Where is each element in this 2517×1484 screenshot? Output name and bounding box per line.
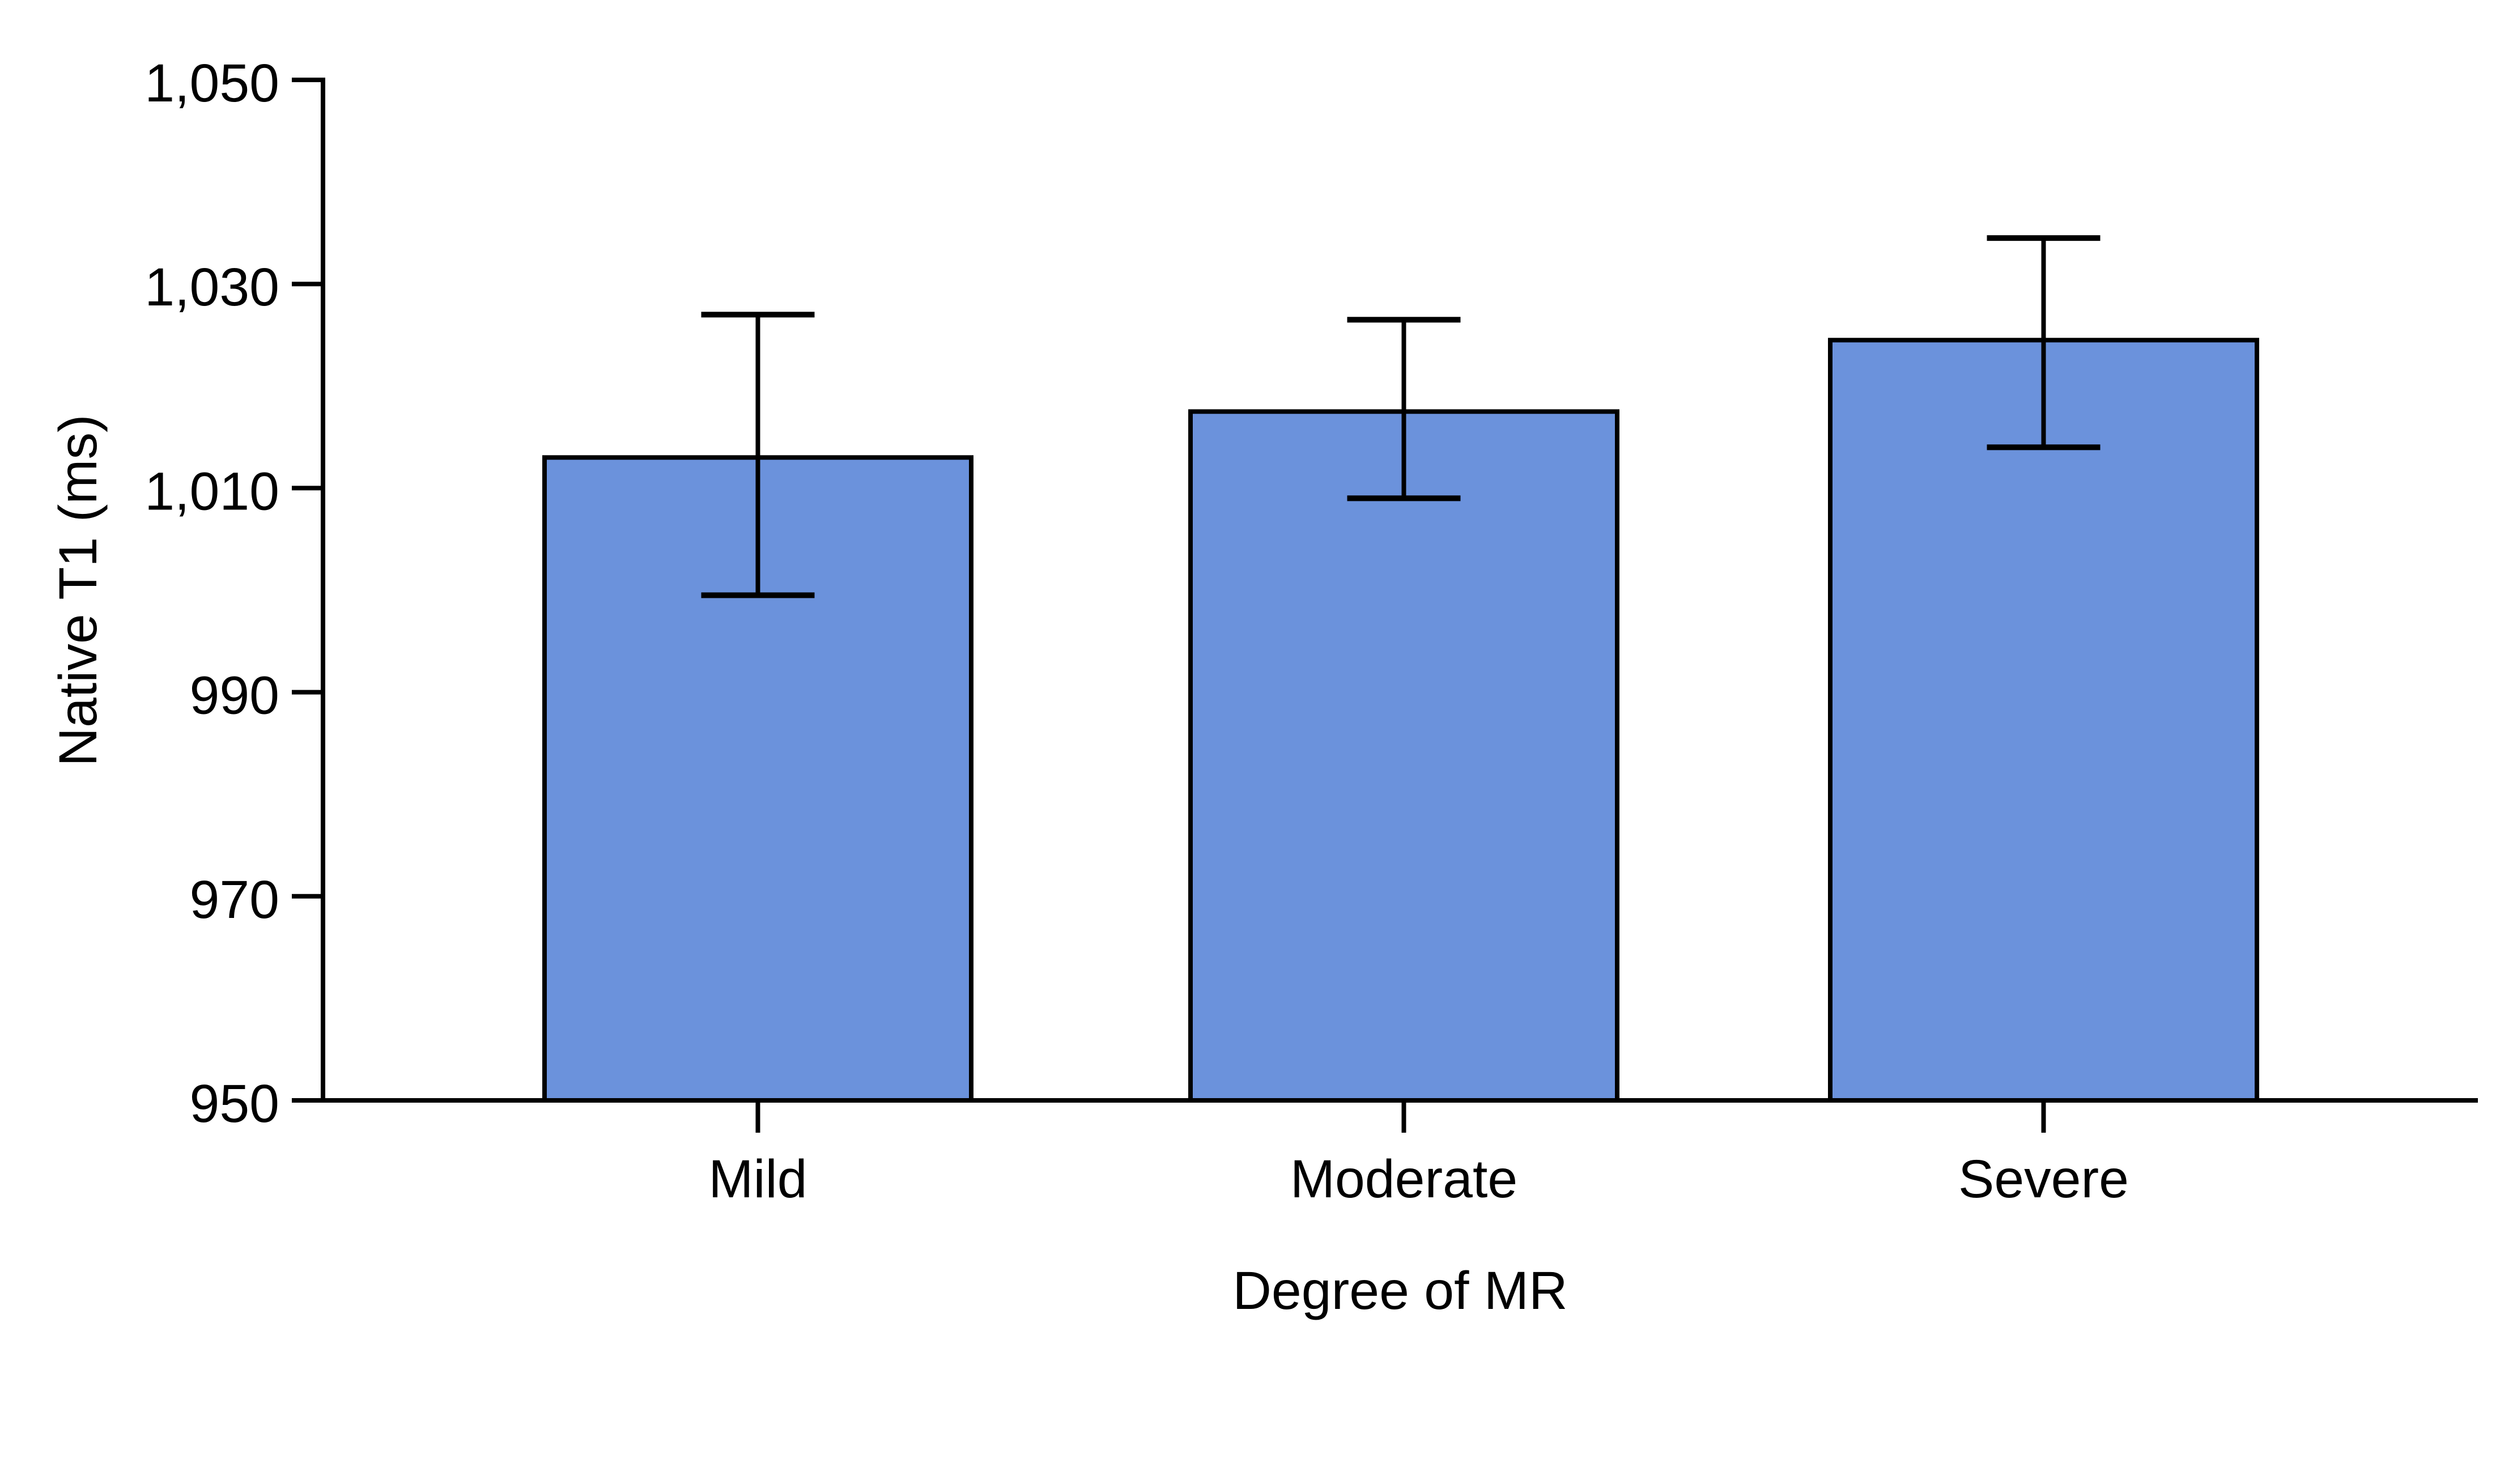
- x-category-label-mild: Mild: [708, 1149, 807, 1209]
- y-tick-label: 1,030: [144, 257, 279, 317]
- x-category-label-severe: Severe: [1958, 1149, 2129, 1209]
- y-tick-label: 970: [189, 870, 279, 930]
- bar-severe: [1828, 338, 2259, 1103]
- y-tick-label: 950: [189, 1074, 279, 1134]
- y-tick-label: 1,050: [144, 53, 279, 113]
- y-axis-title: Native T1 (ms): [48, 414, 108, 766]
- y-tick-label: 990: [189, 666, 279, 726]
- y-tick-label: 1,010: [144, 461, 279, 521]
- x-category-label-moderate: Moderate: [1290, 1149, 1517, 1209]
- bar-moderate: [1188, 409, 1619, 1103]
- x-axis-title: Degree of MR: [1232, 1261, 1567, 1321]
